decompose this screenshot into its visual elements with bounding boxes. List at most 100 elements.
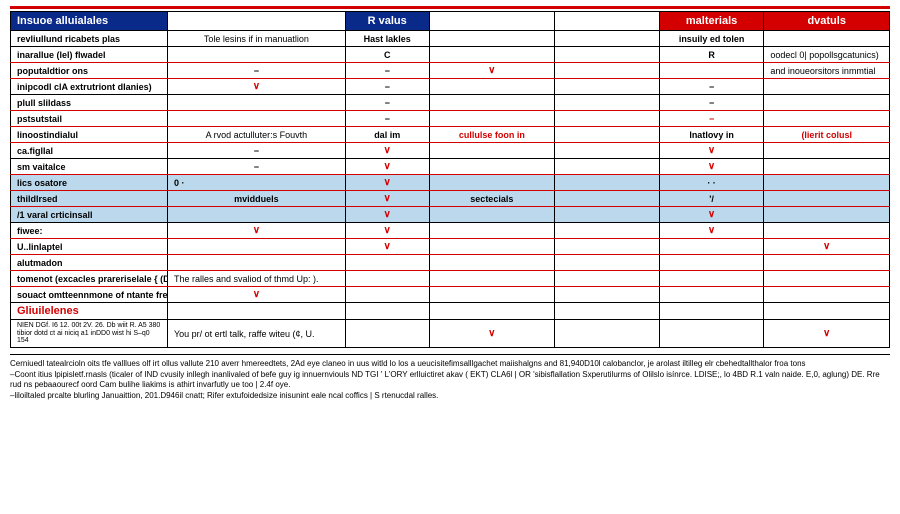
cell (555, 303, 660, 320)
cell (764, 287, 890, 303)
cell (764, 207, 890, 223)
table-header-row: Insuoe alluialales R valus malterials dv… (11, 12, 890, 31)
col-header-2: R valus (345, 12, 429, 31)
cell (555, 320, 660, 348)
cell: insuily ed tolen (659, 31, 764, 47)
cell-label: plull slildass (11, 95, 168, 111)
cell (764, 143, 890, 159)
cell (345, 255, 429, 271)
cell: Tole lesins if in manuatlion (167, 31, 345, 47)
cell (659, 271, 764, 287)
footer-line: –Coont itius lpipisletf.rnasls (ticaler … (10, 370, 890, 390)
cell (429, 207, 555, 223)
cell (429, 271, 555, 287)
cell-label: U..linlaptel (11, 239, 168, 255)
cell (429, 47, 555, 63)
cell: ∨ (659, 207, 764, 223)
table-row: fiwee: ∨ ∨ ∨ (11, 223, 890, 239)
cell (429, 287, 555, 303)
cell (429, 79, 555, 95)
footer-notes: Cerniuedl tatealrcioln oits tfe valllues… (10, 354, 890, 401)
cell: ∨ (764, 320, 890, 348)
cell: (lierit colusl (764, 127, 890, 143)
cell (555, 31, 660, 47)
cell (555, 191, 660, 207)
cell (167, 111, 345, 127)
cell: ∨ (167, 223, 345, 239)
table-row: tomenot (excacles prareriselale { (D, Th… (11, 271, 890, 287)
col-header-0: Insuoe alluialales (11, 12, 168, 31)
top-red-bar (10, 6, 890, 9)
cell (659, 255, 764, 271)
cell (764, 175, 890, 191)
cell (167, 255, 345, 271)
cell-label: pstsutstail (11, 111, 168, 127)
cell: '/ (659, 191, 764, 207)
table-row-highlight: lics osatore 0 · ∨ · · (11, 175, 890, 191)
cell: ∨ (429, 320, 555, 348)
table-row: souact omtteennmone of ntante freon ∨ (11, 287, 890, 303)
section-header-row: Gliuilelenes (11, 303, 890, 320)
section-header: Gliuilelenes (11, 303, 168, 320)
cell: ∨ (659, 143, 764, 159)
cell (764, 31, 890, 47)
cell (764, 79, 890, 95)
cell: ∨ (345, 223, 429, 239)
cell (764, 191, 890, 207)
table-row: linoostindialul A rvod actulluter:s Fouv… (11, 127, 890, 143)
table-row: plull slildass − − (11, 95, 890, 111)
cell: · · (659, 175, 764, 191)
cell: R (659, 47, 764, 63)
footer-line: Cerniuedl tatealrcioln oits tfe valllues… (10, 359, 890, 369)
col-header-5: malterials (659, 12, 764, 31)
cell: − (659, 95, 764, 111)
cell (429, 31, 555, 47)
cell: cullulse foon in (429, 127, 555, 143)
cell (555, 63, 660, 79)
cell (659, 63, 764, 79)
cell: lnatlovy in (659, 127, 764, 143)
table-row: poputaldtior ons − − ∨ and inoueorsitors… (11, 63, 890, 79)
cell (555, 127, 660, 143)
cell-label: NIEN DGf. I6 12. 00t 2V. 26. Db wiit R. … (11, 320, 168, 348)
cell: ∨ (764, 239, 890, 255)
insulation-values-table: Insuoe alluialales R valus malterials dv… (10, 11, 890, 348)
cell-label: poputaldtior ons (11, 63, 168, 79)
cell (555, 207, 660, 223)
cell (345, 287, 429, 303)
cell: ∨ (659, 223, 764, 239)
table-row: U..linlaptel ∨ ∨ (11, 239, 890, 255)
cell: Hast lakles (345, 31, 429, 47)
cell (659, 320, 764, 348)
cell (345, 303, 429, 320)
cell-label: linoostindialul (11, 127, 168, 143)
cell (555, 239, 660, 255)
cell: − (167, 143, 345, 159)
cell (764, 111, 890, 127)
cell (555, 111, 660, 127)
cell (555, 47, 660, 63)
cell: ∨ (167, 79, 345, 95)
cell (429, 223, 555, 239)
cell (764, 271, 890, 287)
cell (345, 320, 429, 348)
cell (659, 239, 764, 255)
cell: − (659, 79, 764, 95)
table-row: pstsutstail − − (11, 111, 890, 127)
cell: mvidduels (167, 191, 345, 207)
cell (659, 303, 764, 320)
table-row-highlight: /1 varal crticinsall ∨ ∨ (11, 207, 890, 223)
cell: ∨ (345, 207, 429, 223)
col-header-6: dvatuls (764, 12, 890, 31)
cell (429, 303, 555, 320)
cell (764, 303, 890, 320)
cell-label: inipcodl clA extrutriont dlanies) (11, 79, 168, 95)
cell-label: lics osatore (11, 175, 168, 191)
cell (555, 271, 660, 287)
cell (429, 111, 555, 127)
cell (555, 255, 660, 271)
table-row: inarallue (lel) flwadel C R oodecl 0| po… (11, 47, 890, 63)
cell (555, 95, 660, 111)
cell: − (345, 79, 429, 95)
cell (764, 95, 890, 111)
